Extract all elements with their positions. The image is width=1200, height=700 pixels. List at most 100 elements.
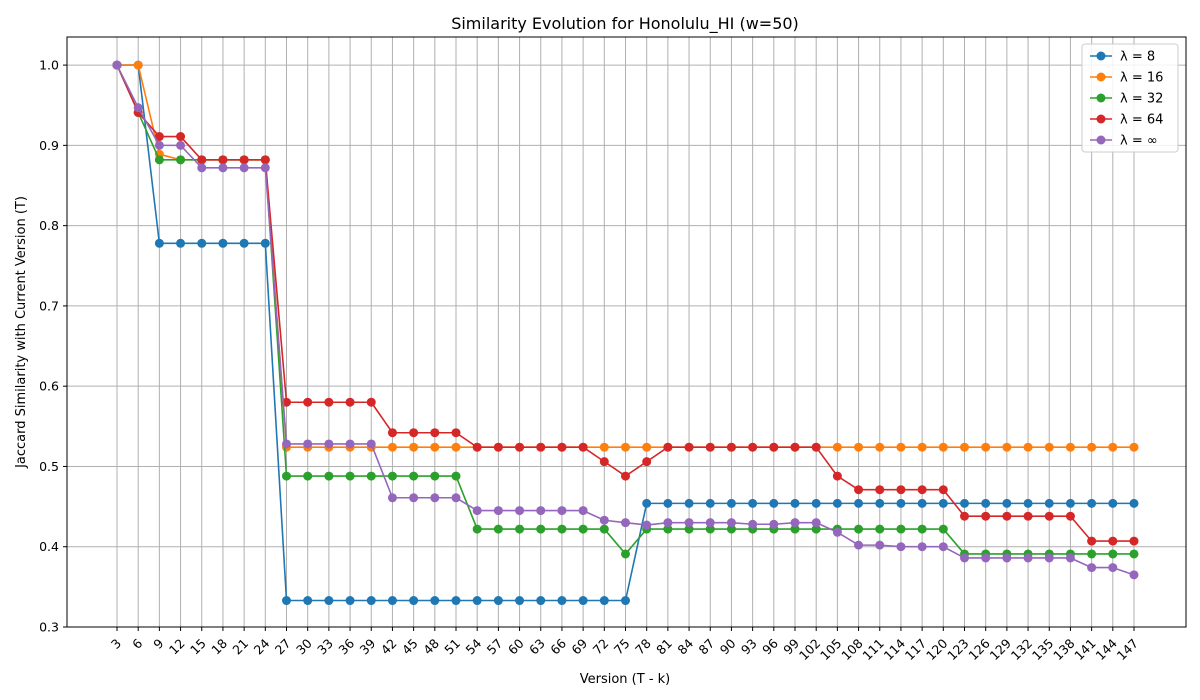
data-point	[1087, 442, 1097, 452]
data-point	[663, 518, 673, 528]
data-point	[154, 155, 164, 165]
data-point	[239, 155, 249, 165]
data-point	[409, 442, 419, 452]
data-point	[176, 238, 186, 248]
data-point	[938, 442, 948, 452]
data-point	[451, 428, 461, 438]
data-point	[726, 442, 736, 452]
data-point	[1108, 536, 1118, 546]
data-point	[239, 163, 249, 173]
data-point	[515, 442, 525, 452]
y-tick-label: 0.6	[39, 379, 59, 394]
data-point	[1129, 549, 1139, 559]
data-point	[536, 524, 546, 534]
data-point	[1087, 563, 1097, 573]
data-point	[684, 524, 694, 534]
data-point	[1044, 511, 1054, 521]
data-point	[599, 442, 609, 452]
data-point	[1087, 549, 1097, 559]
data-point	[430, 471, 440, 481]
data-point	[303, 596, 313, 606]
data-point	[854, 540, 864, 550]
data-point	[790, 524, 800, 534]
data-point	[472, 506, 482, 516]
data-point	[387, 471, 397, 481]
data-point	[578, 506, 588, 516]
data-point	[197, 163, 207, 173]
data-point	[218, 163, 228, 173]
data-point	[176, 155, 186, 165]
data-point	[663, 442, 673, 452]
data-point	[599, 596, 609, 606]
data-point	[536, 442, 546, 452]
data-point	[472, 524, 482, 534]
legend-label: λ = 16	[1120, 71, 1163, 86]
data-point	[1108, 563, 1118, 573]
data-point	[197, 155, 207, 165]
legend-item: λ = ∞	[1090, 134, 1158, 149]
y-tick-label: 0.3	[39, 620, 59, 635]
data-point	[981, 511, 991, 521]
data-point	[748, 442, 758, 452]
data-point	[1023, 498, 1033, 508]
data-point	[366, 439, 376, 449]
data-point	[917, 524, 927, 534]
data-point	[896, 442, 906, 452]
data-point	[769, 442, 779, 452]
data-point	[493, 442, 503, 452]
data-point	[960, 498, 969, 508]
data-point	[1087, 536, 1097, 546]
data-point	[239, 238, 249, 248]
data-point	[154, 132, 164, 142]
legend-label: λ = 8	[1120, 50, 1155, 65]
data-point	[493, 596, 503, 606]
data-point	[854, 442, 864, 452]
x-axis-label: Version (T - k)	[580, 672, 671, 687]
data-point	[133, 60, 143, 70]
data-point	[621, 442, 630, 452]
data-point	[578, 442, 588, 452]
legend-item: λ = 32	[1090, 92, 1163, 107]
data-point	[621, 471, 630, 481]
data-point	[1108, 549, 1118, 559]
data-point	[409, 428, 419, 438]
data-point	[176, 132, 186, 142]
data-point	[451, 493, 461, 503]
data-point	[1065, 498, 1075, 508]
data-point	[832, 471, 842, 481]
data-point	[832, 527, 842, 537]
data-point	[726, 518, 736, 528]
data-point	[515, 596, 525, 606]
data-point	[875, 524, 885, 534]
data-point	[1002, 442, 1012, 452]
data-point	[663, 498, 673, 508]
legend-item: λ = 16	[1090, 71, 1163, 86]
data-point	[684, 498, 694, 508]
legend-marker	[1096, 135, 1106, 145]
data-point	[854, 485, 864, 495]
data-point	[1108, 498, 1118, 508]
data-point	[112, 60, 122, 70]
data-point	[324, 439, 334, 449]
data-point	[578, 524, 588, 534]
data-point	[366, 596, 376, 606]
data-point	[832, 442, 842, 452]
data-point	[705, 524, 715, 534]
series-4	[112, 60, 1139, 580]
data-point	[938, 498, 948, 508]
data-point	[387, 596, 397, 606]
data-point	[303, 397, 313, 407]
data-point	[451, 471, 461, 481]
legend-label: λ = 32	[1120, 92, 1163, 107]
series-3	[112, 60, 1139, 546]
data-point	[790, 498, 800, 508]
legend-label: λ = 64	[1120, 113, 1163, 128]
data-point	[981, 442, 991, 452]
data-point	[493, 524, 503, 534]
data-point	[324, 397, 334, 407]
data-point	[324, 471, 334, 481]
data-point	[1129, 570, 1139, 580]
data-point	[345, 397, 355, 407]
data-point	[430, 428, 440, 438]
